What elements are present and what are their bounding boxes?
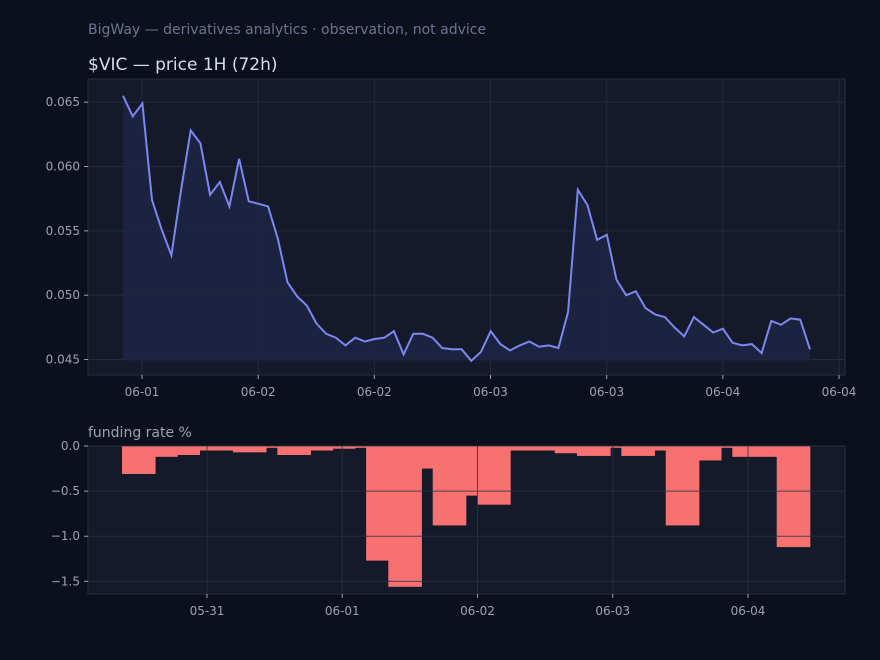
funding-bar xyxy=(632,446,644,456)
funding-bar xyxy=(576,446,589,456)
funding-bar xyxy=(277,446,289,456)
funding-y-tick-label: −0.5 xyxy=(51,484,80,498)
funding-bar xyxy=(488,446,500,505)
price-x-tick-label: 06-01 xyxy=(125,385,160,399)
funding-bar xyxy=(687,446,700,526)
funding-bar xyxy=(610,446,622,448)
price-x-tick-label: 06-02 xyxy=(357,385,392,399)
funding-x-tick-label: 06-04 xyxy=(731,604,766,618)
funding-bar xyxy=(676,446,689,526)
funding-bar xyxy=(232,446,245,453)
price-x-tick-label: 06-02 xyxy=(241,385,276,399)
funding-bar xyxy=(599,446,611,456)
funding-bar xyxy=(621,446,633,456)
funding-y-tick-label: −1.5 xyxy=(51,574,80,588)
price-x-tick-label: 06-04 xyxy=(705,385,740,399)
funding-x-tick-label: 06-02 xyxy=(460,604,495,618)
price-line xyxy=(122,95,811,363)
funding-x-ticks: 05-31 06-01 06-02 06-03 06-04 xyxy=(190,594,766,618)
funding-bar xyxy=(133,446,145,474)
funding-y-ticks: 0.0 −0.5 −1.0 −1.5 xyxy=(51,439,88,588)
funding-bar xyxy=(588,446,600,456)
funding-bar xyxy=(155,446,167,457)
funding-bar xyxy=(466,446,478,496)
funding-bar xyxy=(221,446,234,451)
funding-chart-title: funding rate % xyxy=(88,425,192,441)
funding-bar xyxy=(732,446,744,457)
funding-bar xyxy=(321,446,334,451)
funding-bar xyxy=(532,446,544,451)
funding-x-tick-label: 06-03 xyxy=(595,604,630,618)
funding-bar xyxy=(144,446,156,474)
price-x-tick-label: 06-03 xyxy=(589,385,624,399)
funding-bar xyxy=(654,446,667,451)
funding-bar xyxy=(432,446,445,526)
funding-bar xyxy=(299,446,311,456)
funding-chart: funding rate % 0.0 −0.5 −1.0 −1.5 05-31 06-0… xyxy=(51,425,846,618)
suptitle: BigWay — derivatives analytics · observa… xyxy=(88,22,486,38)
funding-grid xyxy=(88,445,845,594)
funding-bar xyxy=(177,446,189,456)
price-chart-title: $VIC — price 1H (72h) xyxy=(88,55,278,75)
funding-bar xyxy=(410,446,422,587)
funding-bar xyxy=(366,446,378,561)
funding-bar xyxy=(477,446,489,505)
funding-bar xyxy=(798,446,811,548)
funding-bar xyxy=(266,446,278,448)
funding-y-tick-label: 0.0 xyxy=(61,439,80,453)
price-y-tick-label: 0.050 xyxy=(46,288,80,302)
funding-bar xyxy=(199,446,212,451)
funding-bar xyxy=(421,446,434,469)
funding-bar xyxy=(166,446,178,457)
funding-bar xyxy=(355,446,367,448)
funding-bar xyxy=(454,446,467,526)
funding-bar xyxy=(377,446,389,561)
price-y-tick-label: 0.045 xyxy=(46,353,80,367)
funding-bar xyxy=(388,446,400,587)
funding-bar xyxy=(343,446,356,449)
funding-bar xyxy=(188,446,200,456)
funding-bar xyxy=(332,446,345,449)
funding-bar xyxy=(699,446,711,461)
funding-bar xyxy=(310,446,323,451)
funding-bar xyxy=(443,446,456,526)
funding-bar xyxy=(554,446,567,454)
funding-bar xyxy=(510,446,522,451)
funding-bar xyxy=(499,446,511,505)
funding-y-tick-label: −1.0 xyxy=(51,529,80,543)
funding-x-tick-label: 06-01 xyxy=(325,604,360,618)
funding-bar xyxy=(787,446,800,548)
funding-bar xyxy=(665,446,678,526)
funding-bar xyxy=(521,446,533,451)
price-x-tick-label: 06-03 xyxy=(473,385,508,399)
price-y-tick-label: 0.055 xyxy=(46,224,80,238)
funding-bar xyxy=(721,446,733,448)
funding-bar xyxy=(244,446,256,453)
funding-bar xyxy=(288,446,300,456)
funding-bars xyxy=(122,446,811,587)
funding-bar xyxy=(776,446,789,548)
funding-bar xyxy=(743,446,755,457)
funding-bar xyxy=(765,446,778,457)
funding-bar xyxy=(399,446,411,587)
funding-bar xyxy=(643,446,655,456)
funding-x-tick-label: 05-31 xyxy=(190,604,225,618)
price-x-ticks: 06-01 06-02 06-02 06-03 06-03 06-04 06-04 xyxy=(125,375,857,399)
price-y-tick-label: 0.065 xyxy=(46,95,80,109)
funding-bar xyxy=(754,446,766,457)
price-y-ticks: 0.065 0.060 0.055 0.050 0.045 xyxy=(46,95,88,367)
price-y-tick-label: 0.060 xyxy=(46,160,80,174)
funding-bar xyxy=(255,446,267,453)
price-x-tick-label: 06-04 xyxy=(822,385,857,399)
price-chart: $VIC — price 1H (72h) 0.0650.0600.0550.0… xyxy=(46,55,857,399)
funding-bar xyxy=(543,446,556,451)
funding-bar xyxy=(210,446,223,451)
funding-bar xyxy=(565,446,578,454)
funding-bar xyxy=(710,446,722,461)
funding-bar xyxy=(122,446,134,474)
